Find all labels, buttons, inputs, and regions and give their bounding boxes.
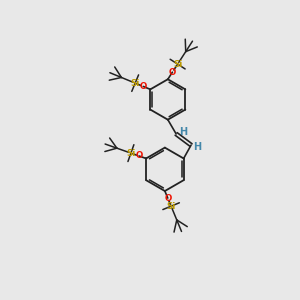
Text: Si: Si xyxy=(167,202,176,211)
Text: O: O xyxy=(169,68,176,77)
Text: O: O xyxy=(140,82,147,91)
Text: Si: Si xyxy=(173,60,182,69)
Text: Si: Si xyxy=(126,148,136,158)
Text: O: O xyxy=(135,152,142,160)
Text: H: H xyxy=(194,142,202,152)
Text: H: H xyxy=(178,127,187,136)
Text: Si: Si xyxy=(130,79,140,88)
Text: O: O xyxy=(164,194,171,202)
